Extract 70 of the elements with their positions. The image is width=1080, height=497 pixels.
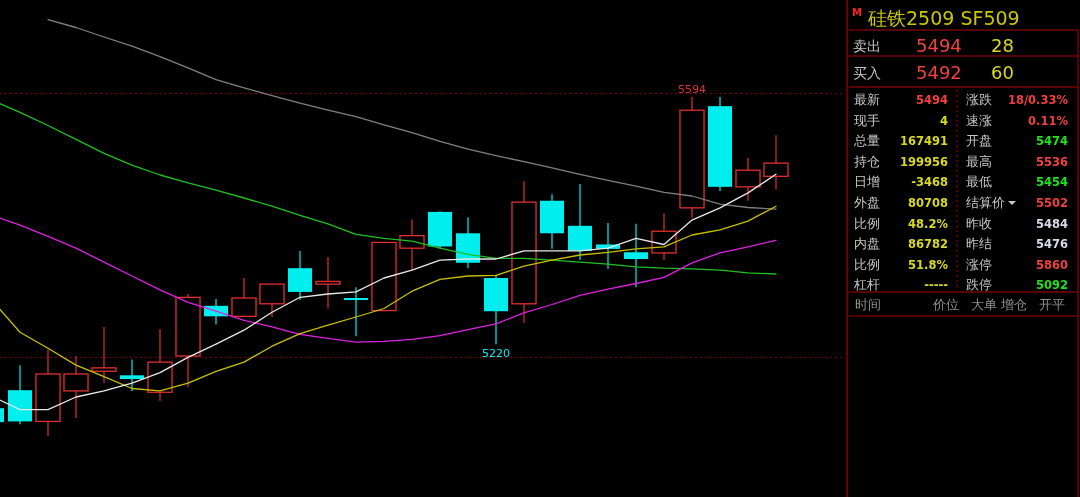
text: 硅铁2509 SF509: [867, 7, 1020, 29]
text: 开盘: [966, 133, 992, 149]
text: 杠杆: [853, 277, 880, 293]
text: 外盘: [854, 195, 880, 210]
candlestick: [511, 180, 537, 324]
text: 167491: [899, 134, 948, 149]
candlestick: [399, 218, 425, 271]
annotation: 5594: [678, 83, 706, 96]
text: 18/0.33%: [1007, 93, 1069, 107]
text: 5484: [1035, 216, 1068, 231]
text: 80708: [907, 196, 948, 210]
text: -----: [924, 278, 949, 293]
text: 结算价: [966, 195, 1005, 210]
candlestick: [315, 256, 341, 310]
text: 5454: [1035, 175, 1068, 190]
text: 5474: [1035, 134, 1068, 149]
candlestick: [35, 348, 61, 437]
text: 昨结: [966, 236, 992, 252]
text: 86782: [907, 237, 948, 252]
text: 大单: [971, 297, 997, 312]
text: 价位: [932, 297, 959, 312]
text: 最新: [854, 92, 880, 107]
candlestick: [735, 157, 761, 202]
text: 涨停: [966, 256, 992, 272]
text: 48.2%: [908, 216, 949, 231]
text: 昨收: [966, 215, 992, 231]
text: 内盘: [854, 236, 880, 252]
text: 最低: [966, 174, 992, 190]
text: 日增: [854, 174, 880, 190]
text: 5860: [1035, 257, 1068, 272]
text: 卖出: [853, 38, 881, 54]
text: 总量: [853, 133, 880, 149]
text: -3468: [911, 175, 948, 190]
text: 比例: [854, 215, 880, 231]
text: M: [852, 7, 862, 18]
candlestick: [63, 355, 89, 419]
text: 51.8%: [908, 257, 949, 272]
candlestick: [763, 134, 789, 191]
text: 持仓: [854, 153, 880, 169]
text: 比例: [854, 256, 880, 272]
candlestick: [651, 212, 677, 261]
candlestick: [679, 96, 705, 219]
text: 5476: [1035, 237, 1068, 252]
candlestick: [147, 328, 173, 402]
text: 5502: [1035, 196, 1068, 210]
text: 速涨: [966, 112, 992, 128]
text: 现手: [854, 112, 880, 128]
text: 5536: [1035, 154, 1068, 169]
text: 0.11%: [1028, 113, 1069, 128]
text: 5092: [1035, 278, 1068, 293]
candlestick: [91, 326, 117, 384]
text: 28: [991, 35, 1014, 56]
text: 开平: [1039, 297, 1065, 312]
candlestick: [623, 223, 649, 288]
candlestick: [119, 358, 145, 392]
candlestick: [343, 286, 369, 337]
candlestick: [175, 293, 201, 388]
text: 买入: [853, 65, 881, 81]
text: 5494: [915, 93, 948, 107]
text: 4: [939, 113, 948, 128]
text: 5492: [916, 62, 962, 83]
text: 最高: [966, 153, 992, 169]
text: 60: [991, 62, 1014, 83]
text: 时间: [855, 297, 881, 312]
text: 5494: [916, 35, 962, 56]
text: 增仓: [1000, 297, 1027, 312]
text: 199956: [899, 154, 948, 169]
annotation: 5220: [482, 347, 510, 361]
text: 涨跌: [966, 92, 992, 107]
text: 跌停: [966, 277, 992, 293]
